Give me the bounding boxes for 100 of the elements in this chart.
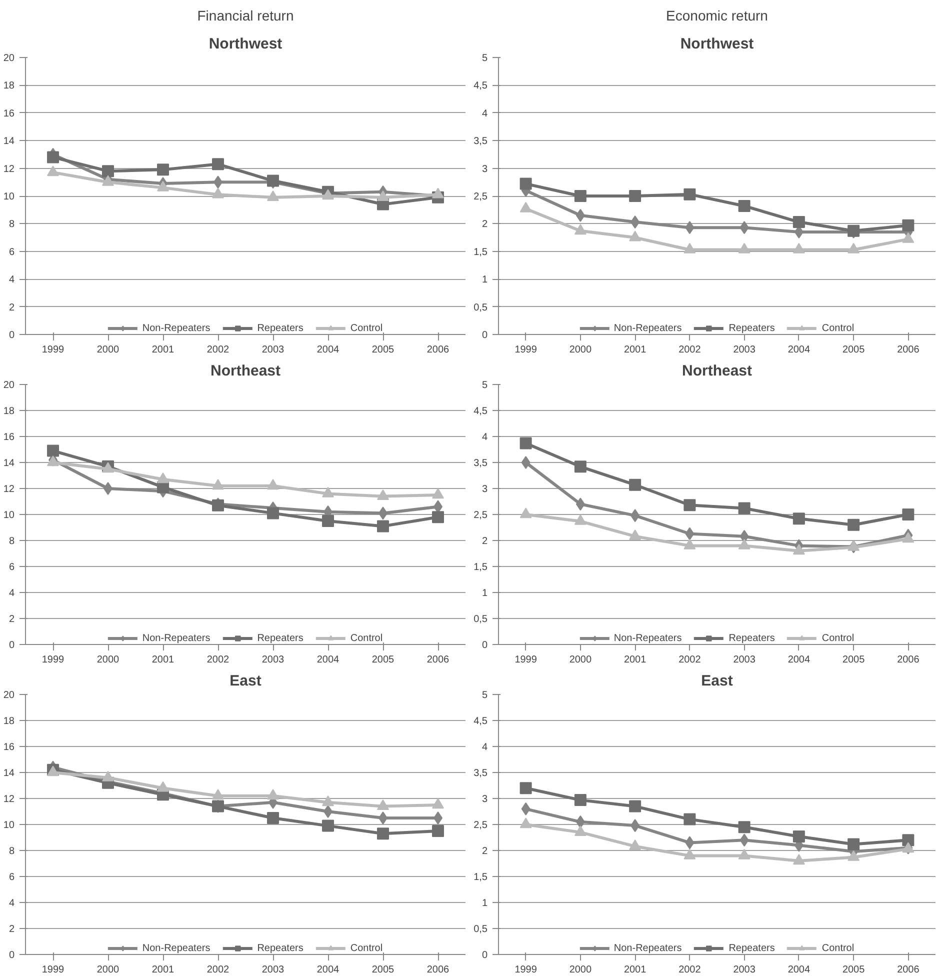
x-tick-label: 2001 <box>152 654 175 666</box>
legend-label: Control <box>350 942 383 954</box>
y-tick-label: 6 <box>8 246 15 258</box>
y-tick-label: 4 <box>8 898 15 909</box>
x-tick-label: 2001 <box>624 654 647 666</box>
chart-subtitle: Economic return <box>666 8 768 24</box>
x-tick-label: 2002 <box>678 344 702 356</box>
x-tick-label: 2002 <box>206 344 230 356</box>
y-tick-label: 1,5 <box>474 562 488 573</box>
y-tick-label: 16 <box>3 742 15 753</box>
y-tick-label: 14 <box>3 136 15 148</box>
y-tick-label: 0 <box>482 330 488 341</box>
y-tick-label: 16 <box>3 108 15 120</box>
y-tick-label: 1,5 <box>474 246 488 258</box>
y-tick-label: 16 <box>3 432 15 443</box>
x-tick-label: 2004 <box>316 654 340 666</box>
x-tick-label: 2001 <box>624 344 647 356</box>
y-tick-label: 2,5 <box>474 510 488 521</box>
y-tick-label: 8 <box>8 536 15 547</box>
x-tick-label: 2003 <box>262 344 285 356</box>
x-tick-label: 1999 <box>42 654 65 666</box>
legend-label: Non-Repeaters <box>614 942 682 954</box>
x-tick-label: 2004 <box>788 964 810 976</box>
x-tick-label: 2001 <box>152 344 175 356</box>
x-tick-label: 1999 <box>42 964 65 976</box>
legend-label: Non-Repeaters <box>142 632 210 644</box>
x-tick-label: 2004 <box>788 654 810 666</box>
y-tick-label: 20 <box>3 380 15 391</box>
y-tick-label: 0,5 <box>474 302 488 314</box>
y-tick-label: 0 <box>8 950 15 961</box>
x-tick-label: 2006 <box>426 964 450 976</box>
x-tick-label: 2002 <box>206 964 230 976</box>
y-tick-label: 0,5 <box>474 924 488 935</box>
y-tick-label: 3,5 <box>474 136 488 148</box>
x-tick-label: 2001 <box>624 964 647 976</box>
x-tick-label: 2004 <box>788 344 810 356</box>
y-tick-label: 2 <box>482 846 488 857</box>
y-tick-label: 3,5 <box>474 458 488 469</box>
legend-label: Non-Repeaters <box>142 322 210 334</box>
y-tick-label: 3 <box>482 484 488 495</box>
y-tick-label: 0 <box>8 330 15 341</box>
y-tick-label: 0 <box>482 950 488 961</box>
x-tick-label: 2006 <box>426 344 450 356</box>
y-tick-label: 20 <box>3 53 15 64</box>
y-tick-label: 14 <box>3 458 15 469</box>
y-tick-label: 10 <box>3 192 15 202</box>
x-tick-label: 2002 <box>678 964 702 976</box>
x-tick-label: 2003 <box>262 654 285 666</box>
y-tick-label: 4,5 <box>474 80 488 92</box>
x-tick-label: 2000 <box>569 654 592 666</box>
y-tick-label: 5 <box>482 53 488 64</box>
y-tick-label: 18 <box>3 406 15 417</box>
y-tick-label: 2,5 <box>474 820 488 831</box>
y-tick-label: 20 <box>3 690 15 701</box>
x-tick-label: 1999 <box>514 654 538 666</box>
chart-subtitle: Financial return <box>197 8 294 24</box>
y-tick-label: 2 <box>8 302 15 314</box>
x-tick-label: 2002 <box>678 654 702 666</box>
chart-title: Northwest <box>208 36 282 52</box>
x-tick-label: 2005 <box>372 964 395 976</box>
x-tick-label: 2005 <box>842 654 866 666</box>
x-tick-label: 1999 <box>514 964 538 976</box>
legend-label: Non-Repeaters <box>142 942 210 954</box>
y-tick-label: 0 <box>8 640 15 651</box>
y-tick-label: 18 <box>3 716 15 727</box>
y-tick-label: 4 <box>482 742 488 753</box>
x-tick-label: 2003 <box>262 964 285 976</box>
x-tick-label: 2006 <box>897 964 920 976</box>
y-tick-label: 0 <box>482 640 488 651</box>
y-tick-label: 12 <box>3 164 15 175</box>
legend-label: Control <box>350 322 383 334</box>
y-tick-label: 2 <box>482 536 488 547</box>
y-tick-label: 8 <box>8 219 15 230</box>
x-tick-label: 2004 <box>316 344 340 356</box>
y-tick-label: 5 <box>482 690 488 701</box>
y-tick-label: 4 <box>482 108 488 120</box>
x-tick-label: 2003 <box>733 964 756 976</box>
y-tick-label: 2,5 <box>474 192 488 202</box>
x-tick-label: 2005 <box>842 964 866 976</box>
y-tick-label: 4 <box>8 274 15 286</box>
y-tick-label: 12 <box>3 484 15 495</box>
x-tick-label: 2000 <box>96 344 120 356</box>
x-tick-label: 2004 <box>316 964 340 976</box>
legend-label: Control <box>822 942 854 954</box>
y-tick-label: 1 <box>482 898 488 909</box>
y-tick-label: 14 <box>3 768 15 779</box>
legend-label: Repeaters <box>257 632 304 644</box>
x-tick-label: 2006 <box>897 344 920 356</box>
legend-label: Repeaters <box>257 942 304 954</box>
y-tick-label: 10 <box>3 820 15 831</box>
legend-label: Control <box>822 322 854 334</box>
y-tick-label: 1 <box>482 588 488 599</box>
legend-label: Control <box>350 632 383 644</box>
y-tick-label: 8 <box>8 846 15 857</box>
x-tick-label: 2006 <box>897 654 920 666</box>
y-tick-label: 3,5 <box>474 768 488 779</box>
y-tick-label: 1 <box>482 274 488 286</box>
y-tick-label: 6 <box>8 562 15 573</box>
x-tick-label: 2005 <box>842 344 866 356</box>
x-tick-label: 2000 <box>569 964 592 976</box>
